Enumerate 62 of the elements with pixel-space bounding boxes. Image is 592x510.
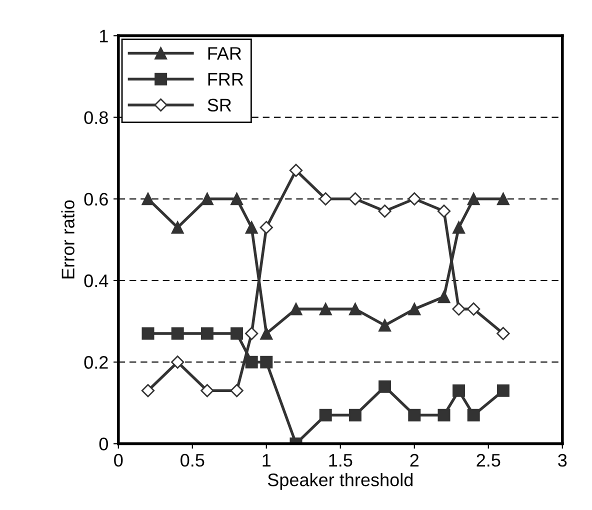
x-tick-label: 3 xyxy=(558,454,567,467)
point xyxy=(348,408,362,422)
point xyxy=(260,220,273,234)
point xyxy=(230,192,244,206)
y-tick-label: 0.8 xyxy=(84,111,108,124)
point xyxy=(260,356,273,368)
point xyxy=(200,327,214,340)
y-tick-label: 1 xyxy=(100,30,108,42)
point xyxy=(467,408,480,422)
legend-label: FRR xyxy=(208,73,244,86)
point xyxy=(452,302,466,316)
point xyxy=(496,326,510,340)
point xyxy=(319,408,332,422)
point xyxy=(141,384,155,398)
point xyxy=(408,192,421,206)
x-axis-title: Speaker threshold xyxy=(268,473,413,490)
x-tick-label: 0.5 xyxy=(180,454,204,467)
y-tick-label: 0.6 xyxy=(84,192,108,206)
x-tick-label: 2.5 xyxy=(476,454,500,467)
point xyxy=(171,221,184,234)
point xyxy=(230,384,244,398)
point xyxy=(319,302,332,316)
x-tick-label: 0 xyxy=(114,454,123,467)
point xyxy=(142,192,154,206)
y-axis-title: Error ratio xyxy=(61,200,74,278)
point xyxy=(245,326,258,340)
y-tick-label: 0.4 xyxy=(84,274,108,288)
x-tick-label: 1.5 xyxy=(329,454,352,467)
x-tick-label: 1 xyxy=(262,454,271,467)
point xyxy=(408,302,421,316)
point xyxy=(171,356,184,369)
y-tick-label: 0 xyxy=(99,438,108,450)
point xyxy=(230,327,244,340)
point xyxy=(467,302,480,316)
point xyxy=(289,164,303,177)
point xyxy=(496,384,510,397)
point xyxy=(245,221,258,234)
point xyxy=(437,204,451,218)
point xyxy=(348,302,362,316)
point xyxy=(496,192,510,206)
point xyxy=(290,302,302,316)
point xyxy=(171,327,184,340)
point xyxy=(438,290,450,304)
point xyxy=(452,221,466,234)
point xyxy=(319,192,332,206)
point xyxy=(378,204,392,218)
x-tick-label: 2 xyxy=(410,454,419,467)
point xyxy=(200,384,214,398)
legend-label: FAR xyxy=(208,47,242,60)
point xyxy=(408,408,421,422)
point xyxy=(467,192,480,206)
point xyxy=(452,384,466,397)
point xyxy=(260,327,273,340)
point xyxy=(245,356,258,368)
y-tick-label: 0.2 xyxy=(84,356,108,369)
point xyxy=(142,327,154,340)
point xyxy=(200,192,214,206)
legend-label: SR xyxy=(208,98,232,112)
point xyxy=(438,408,450,422)
point xyxy=(348,192,362,206)
point xyxy=(378,319,392,332)
point xyxy=(378,380,392,393)
